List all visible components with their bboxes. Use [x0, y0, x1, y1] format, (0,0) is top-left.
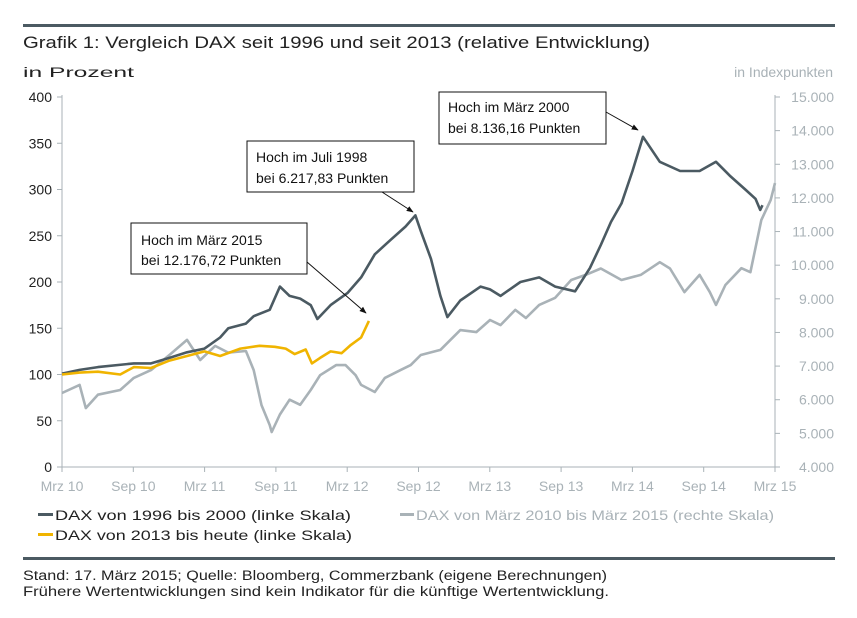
legend-item-dax-2013-heute: DAX von 2013 bis heute (linke Skala): [38, 527, 352, 543]
legend-label: DAX von März 2010 bis März 2015 (rechte …: [416, 507, 774, 523]
x-tick-label: Mrz 13: [468, 478, 511, 494]
annotation-line2: bei 6.217,83 Punkten: [256, 170, 388, 186]
axes: 0 50 100 150 200 250 300 350 400 4.000 5.000 6.000 7…: [29, 89, 835, 494]
right-tick-label: 9.000: [799, 291, 834, 307]
series-line-2: [61, 320, 371, 376]
legend-swatch: [38, 533, 53, 536]
series-line-1: [61, 182, 777, 434]
x-tick-label: Sep 14: [682, 478, 727, 494]
left-tick-label: 400: [29, 89, 53, 105]
right-tick-label: 8.000: [799, 324, 834, 340]
right-tick-label: 11.000: [792, 224, 834, 240]
left-tick-label: 150: [29, 320, 53, 336]
right-tick-label: 10.000: [791, 257, 834, 273]
footer-disclaimer: Frühere Wertentwicklungen sind kein Indi…: [23, 584, 609, 599]
right-tick-label: 14.000: [791, 123, 834, 139]
x-tick-label: Mrz 14: [611, 478, 654, 494]
annotation-juli-1998: Hoch im Juli 1998 bei 6.217,83 Punkten: [246, 140, 415, 213]
legend-item-dax-2010-2015: DAX von März 2010 bis März 2015 (rechte …: [400, 507, 774, 523]
left-tick-label: 0: [44, 459, 52, 475]
annotation-maerz-2015: Hoch im März 2015 bei 12.176,72 Punkten: [130, 222, 367, 314]
left-tick-label: 300: [29, 182, 53, 198]
left-axis-label: in Prozent: [23, 64, 134, 80]
left-tick-label: 100: [29, 367, 53, 383]
annotation-arrow: [381, 191, 414, 213]
x-tick-label: Mrz 11: [184, 478, 226, 494]
right-tick-label: 6.000: [799, 392, 834, 408]
left-tick-label: 250: [29, 228, 53, 244]
right-axis-label: in Indexpunkten: [734, 64, 833, 80]
footer-source: Stand: 17. März 2015; Quelle: Bloomberg,…: [23, 568, 607, 583]
right-tick-label: 4.000: [799, 459, 834, 475]
annotation-arrow: [605, 111, 639, 131]
annotation-arrow: [306, 261, 367, 314]
series-line-0: [61, 135, 764, 375]
right-tick-label: 13.000: [791, 156, 834, 172]
legend: DAX von 1996 bis 2000 (linke Skala) DAX …: [38, 507, 774, 543]
right-tick-label: 7.000: [799, 358, 834, 374]
x-tick-label: Mrz 12: [326, 478, 369, 494]
annotation-line2: bei 8.136,16 Punkten: [448, 120, 580, 136]
x-tick-label: Sep 10: [111, 478, 156, 494]
left-tick-label: 50: [36, 413, 52, 429]
bottom-rule: [23, 557, 835, 560]
annotation-line1: Hoch im März 2015: [141, 232, 263, 248]
x-tick-label: Mrz 15: [754, 478, 797, 494]
top-rule: [23, 24, 835, 27]
annotation-line1: Hoch im Juli 1998: [256, 149, 367, 165]
x-tick-label: Sep 13: [539, 478, 584, 494]
chart-title: Grafik 1: Vergleich DAX seit 1996 und se…: [23, 33, 650, 52]
legend-label: DAX von 2013 bis heute (linke Skala): [55, 527, 352, 543]
right-tick-label: 12.000: [791, 190, 834, 206]
right-tick-label: 5.000: [799, 425, 834, 441]
annotation-maerz-2000: Hoch im März 2000 bei 8.136,16 Punkten: [438, 91, 639, 145]
legend-label: DAX von 1996 bis 2000 (linke Skala): [55, 507, 351, 523]
left-tick-label: 200: [29, 274, 53, 290]
legend-item-dax-1996-2000: DAX von 1996 bis 2000 (linke Skala): [38, 507, 351, 523]
legend-swatch: [38, 513, 53, 516]
annotation-line2: bei 12.176,72 Punkten: [141, 252, 281, 268]
series-group: [61, 135, 777, 434]
left-tick-label: 350: [29, 135, 53, 151]
annotation-line1: Hoch im März 2000: [448, 99, 570, 115]
legend-swatch: [400, 513, 414, 516]
x-tick-label: Mrz 10: [41, 478, 84, 494]
x-tick-label: Sep 11: [254, 478, 298, 494]
right-tick-label: 15.000: [791, 89, 834, 105]
x-tick-label: Sep 12: [396, 478, 441, 494]
